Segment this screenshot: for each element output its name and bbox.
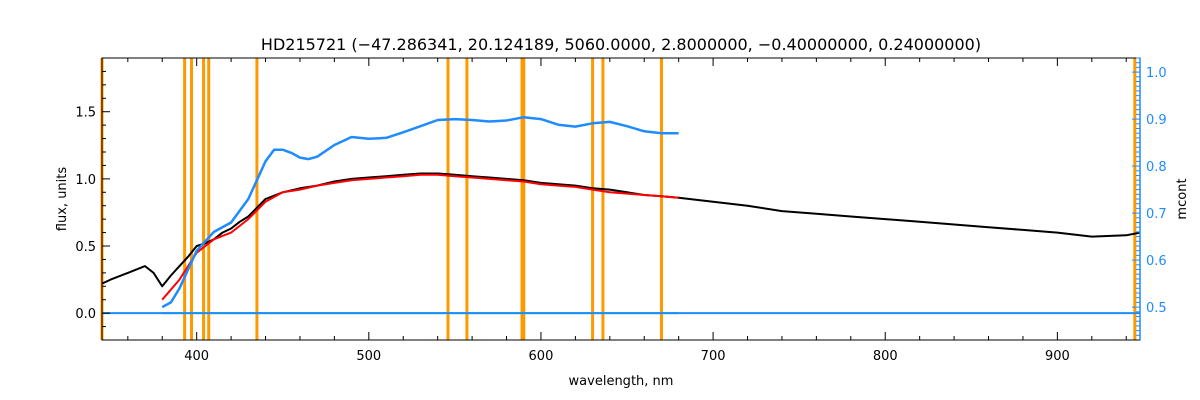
y-right-tick-label-1: 0.6 bbox=[1146, 254, 1167, 269]
x-tick-label-5: 900 bbox=[1045, 349, 1070, 364]
y-axis-right-label: mcont bbox=[1175, 178, 1190, 219]
x-axis: 400 500 600 700 800 900 bbox=[127, 58, 1127, 364]
y-tick-label-0: 0.0 bbox=[75, 307, 96, 322]
y-right-tick-label-0: 0.5 bbox=[1146, 301, 1167, 316]
y-right-tick-label-2: 0.7 bbox=[1146, 207, 1167, 222]
y-tick-label-1: 0.5 bbox=[75, 240, 96, 255]
y-axis: 0.0 0.5 1.0 1.5 bbox=[75, 70, 110, 328]
x-tick-label-4: 800 bbox=[873, 349, 898, 364]
x-tick-label-0: 400 bbox=[184, 349, 209, 364]
series-line-0 bbox=[101, 172, 1141, 288]
y-right-tick-label-3: 0.8 bbox=[1146, 160, 1167, 175]
y-right-tick-label-4: 0.9 bbox=[1146, 113, 1167, 128]
y-axis-right: 0.5 0.6 0.7 0.8 0.9 1.0 bbox=[1132, 57, 1167, 340]
chart-title: HD215721 (−47.286341, 20.124189, 5060.00… bbox=[261, 35, 981, 54]
x-axis-label: wavelength, nm bbox=[569, 374, 674, 389]
y-tick-label-3: 1.5 bbox=[75, 106, 96, 121]
series-line-1 bbox=[161, 173, 679, 301]
y-tick-label-2: 1.0 bbox=[75, 173, 96, 188]
x-tick-label-2: 600 bbox=[529, 349, 554, 364]
series-layer bbox=[101, 115, 1141, 315]
y-axis-label: flux, units bbox=[55, 167, 70, 232]
x-tick-label-3: 700 bbox=[701, 349, 726, 364]
marker-lines bbox=[100, 58, 1137, 340]
series-line-3 bbox=[161, 115, 679, 309]
y-right-tick-label-5: 1.0 bbox=[1146, 66, 1167, 81]
x-tick-label-1: 500 bbox=[356, 349, 381, 364]
